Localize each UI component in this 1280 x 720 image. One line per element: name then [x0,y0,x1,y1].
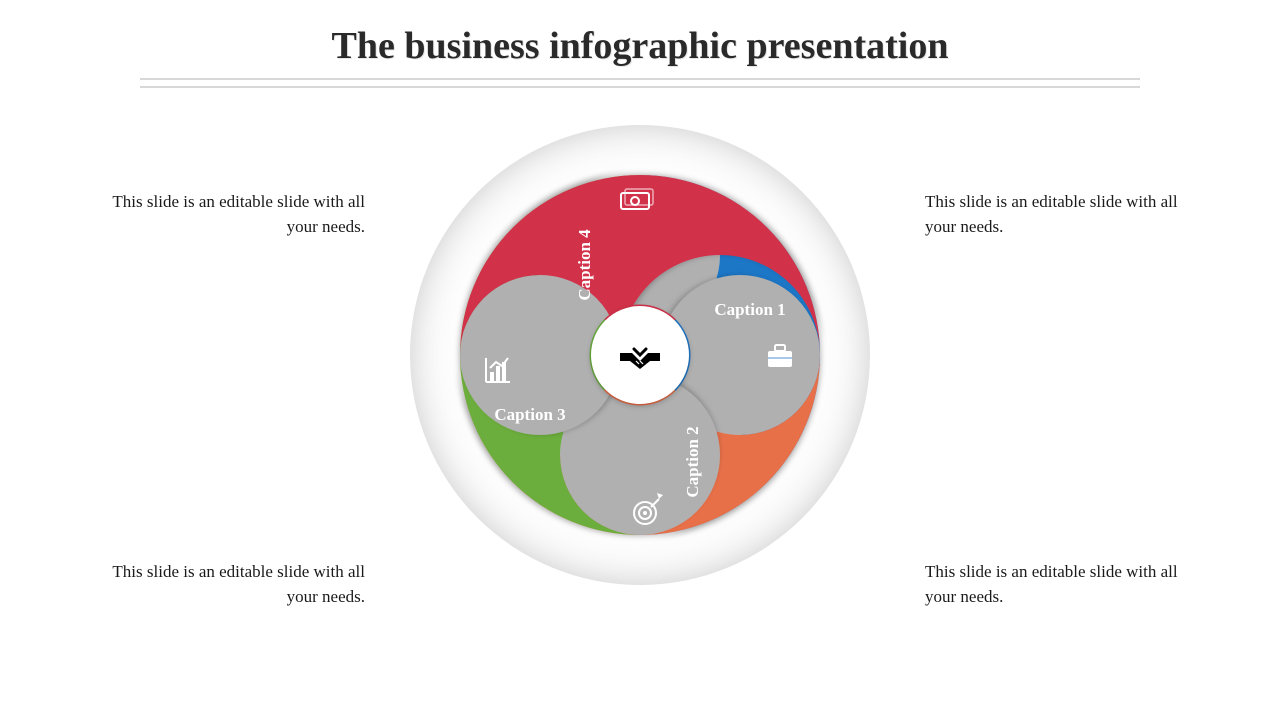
pinwheel: Caption 1 Caption 2 Caption 3 Caption 4 [410,125,870,585]
description-top-right: This slide is an editable slide with all… [925,190,1185,239]
caption-1-label: Caption 1 [714,300,785,319]
handshake-icon [611,335,669,375]
description-top-left: This slide is an editable slide with all… [105,190,365,239]
description-bottom-right: This slide is an editable slide with all… [925,560,1185,609]
caption-3-label: Caption 3 [494,405,565,424]
title-divider [140,78,1140,80]
page-title: The business infographic presentation [0,24,1280,68]
slide: The business infographic presentation Th… [0,0,1280,720]
center-hub [591,306,689,404]
description-bottom-left: This slide is an editable slide with all… [105,560,365,609]
title-divider [140,86,1140,88]
caption-2-label: Caption 2 [683,426,702,497]
caption-4-label: Caption 4 [575,229,594,301]
